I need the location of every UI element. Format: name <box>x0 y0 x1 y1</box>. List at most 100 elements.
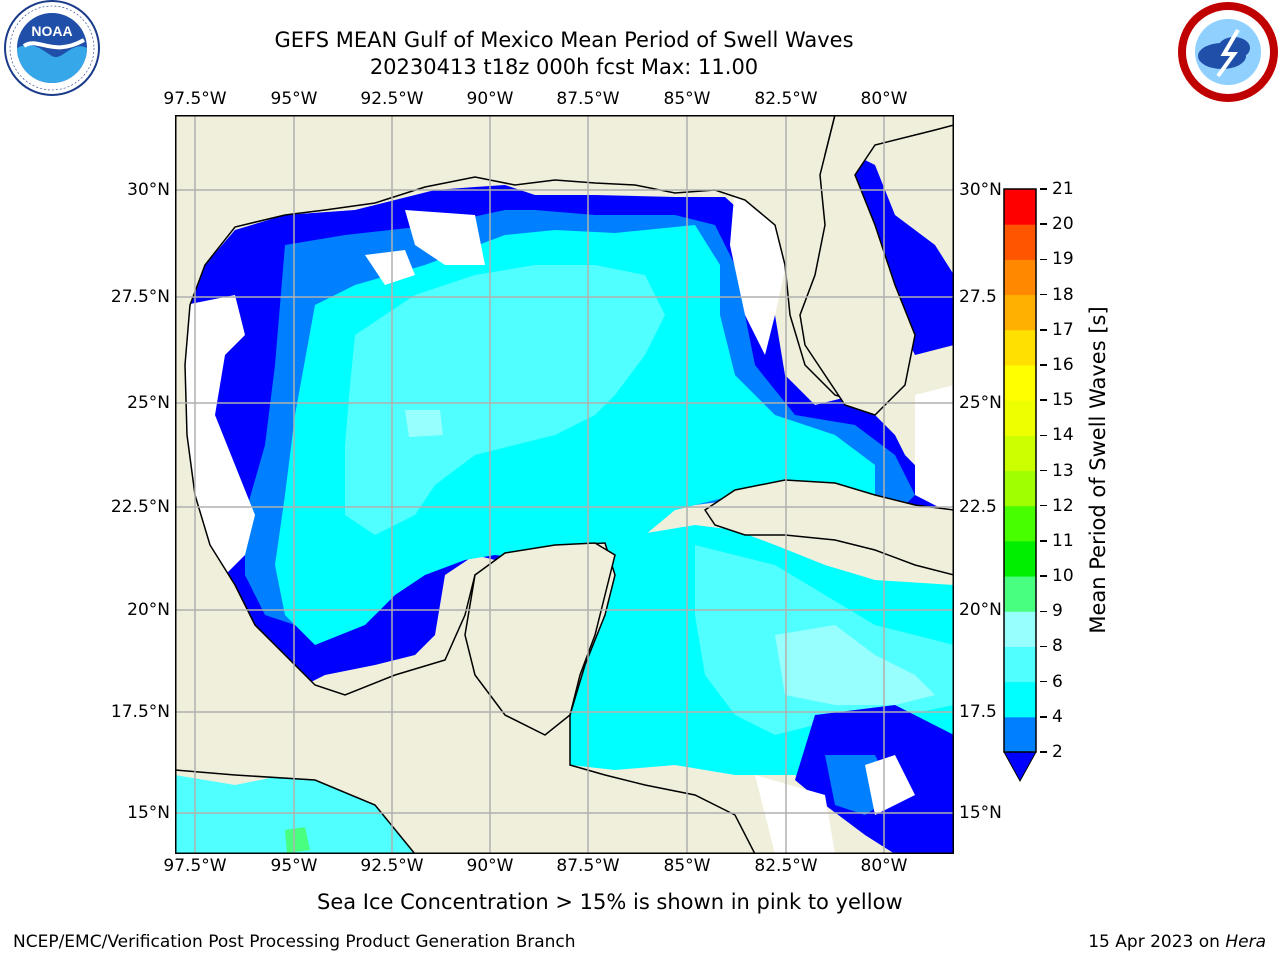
chart-title: GEFS MEAN Gulf of Mexico Mean Period of … <box>274 28 854 52</box>
colorbar-tick-label: 2 <box>1052 742 1063 762</box>
noaa-logo: NOAA <box>4 0 100 96</box>
colorbar-tick-label: 8 <box>1052 636 1063 657</box>
lon-tick-top-5: 85°W <box>663 89 711 109</box>
footer-organization: NCEP/EMC/Verification Post Processing Pr… <box>13 932 576 952</box>
lon-tick-top-0: 97.5°W <box>163 89 227 109</box>
colorbar-tick-mark <box>1040 434 1047 437</box>
caribbean-water-pale-cyan <box>775 625 935 705</box>
colorbar-segment <box>1004 505 1036 542</box>
gulf-water-pale-cyan <box>405 410 443 437</box>
pacific-water-green <box>285 827 310 853</box>
colorbar-tick-mark <box>1040 504 1047 507</box>
lon-tick-bottom-2: 92.5°W <box>360 856 424 876</box>
colorbar-tick-mark <box>1040 610 1047 612</box>
lat-tick-left-6: 15°N <box>127 803 170 823</box>
colorbar-segment <box>1004 294 1036 331</box>
colorbar-tick-mark <box>1040 329 1047 331</box>
colorbar-tick-mark <box>1040 680 1047 683</box>
colorbar-tick-label: 14 <box>1052 425 1074 446</box>
lat-tick-left-0: 30°N <box>127 180 170 200</box>
colorbar-tick-label: 15 <box>1052 390 1074 411</box>
lat-tick-right-4: 20°N <box>959 600 1002 620</box>
nodata-region-northgulf <box>405 210 485 265</box>
colorbar-tick-mark <box>1040 364 1047 366</box>
colorbar-segment <box>1004 681 1036 718</box>
lon-tick-top-2: 92.5°W <box>360 89 424 109</box>
footer-date: 15 Apr 2023 on Hera <box>1088 932 1266 952</box>
colorbar-tick-mark <box>1040 645 1047 648</box>
lon-tick-bottom-5: 85°W <box>663 856 711 876</box>
footer-machine: Hera <box>1225 932 1266 952</box>
gulf-water-light-cyan <box>345 265 665 535</box>
colorbar-tick-mark <box>1040 575 1047 577</box>
colorbar-segment <box>1004 540 1036 577</box>
colorbar-tick-mark <box>1040 293 1047 296</box>
colorbar-tick-label: 17 <box>1052 319 1074 340</box>
sea-ice-caption: Sea Ice Concentration > 15% is shown in … <box>317 890 903 914</box>
colorbar-segment <box>1004 224 1036 260</box>
colorbar-segment <box>1004 189 1036 225</box>
footer-date-text: 15 Apr 2023 on <box>1088 932 1220 952</box>
nodata-region-caribbean <box>865 755 915 815</box>
map-plot <box>175 115 954 854</box>
lat-tick-right-3: 22.5 <box>959 497 997 517</box>
colorbar-tick-label: 12 <box>1052 495 1074 516</box>
chart-subtitle: 20230413 t18z 000h fcst Max: 11.00 <box>369 55 759 79</box>
colorbar-tick-label: 9 <box>1052 601 1063 622</box>
nodata-region-louisiana <box>365 250 415 285</box>
colorbar-tick-mark <box>1040 258 1047 261</box>
colorbar-frame <box>1003 188 1037 753</box>
land-cuba <box>703 479 954 576</box>
lat-tick-left-1: 27.5°N <box>110 287 170 307</box>
lat-tick-right-6: 15°N <box>959 803 1002 823</box>
colorbar-tick-label: 16 <box>1052 354 1074 375</box>
colorbar-tick-label: 4 <box>1052 706 1063 727</box>
lon-tick-bottom-0: 97.5°W <box>163 856 227 876</box>
lat-tick-left-2: 25°N <box>127 393 170 413</box>
lat-tick-right-1: 27.5 <box>959 287 997 307</box>
colorbar-tick-label: 19 <box>1052 249 1074 270</box>
lat-tick-left-4: 20°N <box>127 600 170 620</box>
colorbar-segment <box>1004 329 1036 366</box>
noaa-logo-text: NOAA <box>31 23 72 39</box>
colorbar-tick-mark <box>1040 751 1047 753</box>
lon-tick-bottom-1: 95°W <box>270 856 318 876</box>
colorbar-tick-label: 20 <box>1052 214 1074 235</box>
colorbar-segments <box>1004 189 1036 753</box>
colorbar-segment <box>1004 364 1036 401</box>
colorbar-tick-label: 11 <box>1052 530 1074 551</box>
lat-tick-right-2: 25°N <box>959 393 1002 413</box>
colorbar-tick-mark <box>1040 716 1047 718</box>
colorbar-segment <box>1004 470 1036 507</box>
lon-tick-top-1: 95°W <box>270 89 318 109</box>
lon-tick-top-7: 80°W <box>860 89 908 109</box>
colorbar-under-arrow <box>1003 751 1037 783</box>
colorbar-tick-mark <box>1040 188 1047 190</box>
colorbar-tick-label: 18 <box>1052 284 1074 305</box>
lon-tick-top-3: 90°W <box>466 89 514 109</box>
colorbar-tick-label: 13 <box>1052 460 1074 481</box>
lon-tick-bottom-6: 82.5°W <box>754 856 818 876</box>
colorbar <box>1003 188 1037 783</box>
colorbar-tick-label: 21 <box>1052 179 1074 199</box>
colorbar-segment <box>1004 435 1036 471</box>
map-gridlines <box>175 115 954 854</box>
lon-tick-bottom-3: 90°W <box>466 856 514 876</box>
lat-tick-right-0: 30°N <box>959 180 1002 200</box>
colorbar-segment <box>1004 716 1036 753</box>
colorbar-segment <box>1004 576 1036 612</box>
nodata-region-honduras <box>755 775 835 854</box>
lat-tick-right-5: 17.5 <box>959 702 997 722</box>
lon-tick-top-6: 82.5°W <box>754 89 818 109</box>
nws-logo <box>1178 2 1278 102</box>
colorbar-tick-mark <box>1040 540 1047 542</box>
colorbar-tick-label: 10 <box>1052 566 1074 587</box>
colorbar-tick-mark <box>1040 399 1047 401</box>
lon-tick-bottom-4: 87.5°W <box>556 856 620 876</box>
lon-tick-top-4: 87.5°W <box>556 89 620 109</box>
colorbar-segment <box>1004 646 1036 683</box>
colorbar-label: Mean Period of Swell Waves [s] <box>1086 306 1110 634</box>
colorbar-segment <box>1004 259 1036 296</box>
colorbar-tick-mark <box>1040 469 1047 472</box>
lat-tick-left-3: 22.5°N <box>110 497 170 517</box>
